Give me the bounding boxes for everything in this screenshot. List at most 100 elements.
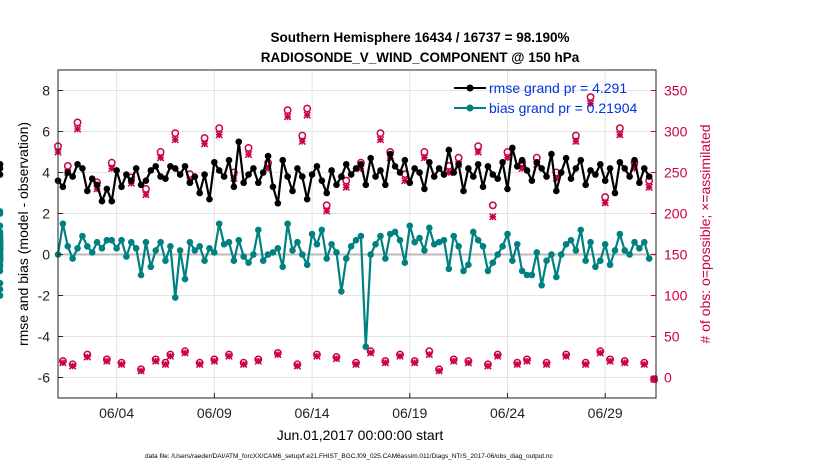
bias-point bbox=[274, 245, 282, 252]
y-axis-right-ticks: 0 50 100 150 200 250 300 350 bbox=[651, 83, 688, 386]
obs-assimilated-marker bbox=[581, 360, 590, 369]
obs-possible-marker bbox=[342, 176, 351, 185]
rmse-point bbox=[631, 156, 638, 164]
bias-point bbox=[357, 232, 365, 240]
rmse-point bbox=[347, 171, 355, 178]
obs-assimilated-marker bbox=[215, 131, 223, 139]
obs-assimilated-marker bbox=[616, 131, 624, 139]
bias-point bbox=[289, 247, 296, 254]
obs-assimilated-marker bbox=[523, 357, 531, 365]
legend-bias-label: bias grand pr = 0.21904 bbox=[489, 100, 637, 116]
rmse-point bbox=[318, 177, 326, 184]
rmse-point bbox=[382, 181, 389, 189]
bias-point bbox=[601, 240, 609, 248]
bias-point bbox=[528, 271, 536, 279]
obs-assimilated-marker bbox=[142, 190, 150, 199]
bias-point bbox=[269, 249, 277, 256]
y-right-tick-label: 250 bbox=[664, 165, 688, 181]
obs-possible-marker bbox=[488, 201, 497, 210]
obs-assimilated-marker bbox=[562, 352, 570, 360]
bias-point bbox=[211, 249, 218, 256]
rmse-point bbox=[118, 183, 125, 191]
bias-point bbox=[323, 255, 331, 262]
rmse-point bbox=[171, 165, 179, 172]
rmse-point bbox=[362, 181, 370, 189]
bias-point bbox=[445, 265, 453, 273]
rmse-point bbox=[606, 165, 614, 172]
rmse-point bbox=[69, 173, 76, 180]
rmse-point bbox=[0, 171, 4, 178]
rmse-point bbox=[557, 169, 565, 176]
legend: rmse grand pr = 4.291 bias grand pr = 0.… bbox=[454, 80, 637, 116]
obs-assimilated-marker bbox=[586, 99, 595, 108]
rmse-point bbox=[567, 175, 575, 182]
rmse-point bbox=[616, 158, 624, 166]
bias-point bbox=[206, 245, 213, 252]
obs-assimilated-marker bbox=[366, 349, 375, 357]
obs-assimilated-marker bbox=[396, 352, 404, 360]
rmse-point bbox=[640, 165, 648, 172]
rmse-point bbox=[64, 169, 72, 176]
bias-point bbox=[162, 257, 169, 264]
obs-assimilated-marker bbox=[166, 352, 175, 360]
bias-point bbox=[250, 251, 257, 258]
y-right-tick-label: 0 bbox=[664, 370, 672, 386]
obs-assimilated-marker bbox=[381, 359, 390, 367]
rmse-point bbox=[142, 177, 150, 184]
bias-point bbox=[513, 240, 521, 248]
bias-point bbox=[606, 261, 614, 269]
rmse-point bbox=[636, 179, 643, 187]
rmse-point bbox=[113, 167, 120, 174]
rmse-point bbox=[211, 158, 218, 166]
bias-point bbox=[567, 236, 575, 244]
y-left-tick-label: 4 bbox=[42, 165, 50, 181]
rmse-point bbox=[474, 161, 482, 168]
bias-point bbox=[313, 240, 321, 248]
bias-point bbox=[592, 263, 599, 271]
bias-point bbox=[259, 257, 267, 264]
obs-assimilated-marker bbox=[171, 135, 179, 144]
chart-title-line2: RADIOSONDE_V_WIND_COMPONENT @ 150 hPa bbox=[261, 50, 580, 65]
rmse-point bbox=[499, 158, 506, 166]
obs-assimilated-marker bbox=[254, 357, 263, 365]
rmse-point bbox=[264, 152, 272, 160]
bias-point bbox=[538, 281, 545, 289]
rmse-point bbox=[518, 156, 526, 164]
bias-point bbox=[196, 243, 203, 250]
rmse-point bbox=[108, 197, 116, 205]
x-tick-label: 06/09 bbox=[197, 405, 232, 421]
rmse-point bbox=[577, 156, 585, 164]
bias-point bbox=[69, 255, 76, 262]
rmse-point bbox=[406, 179, 414, 187]
rmse-point bbox=[338, 173, 345, 180]
rmse-point bbox=[132, 165, 140, 172]
bias-point bbox=[489, 259, 497, 267]
bias-point bbox=[611, 247, 619, 254]
obs-assimilated-marker bbox=[425, 350, 434, 359]
bias-point bbox=[132, 245, 140, 252]
bias-point bbox=[298, 251, 306, 258]
bias-point bbox=[406, 222, 414, 230]
obs-assimilated-marker bbox=[601, 199, 609, 207]
bias-point bbox=[479, 243, 487, 250]
bias-point bbox=[103, 236, 111, 244]
obs-assimilated-marker bbox=[322, 207, 331, 215]
obs-assimilated-marker bbox=[73, 125, 82, 133]
obs-assimilated-marker bbox=[293, 362, 302, 370]
bias-point bbox=[152, 247, 160, 254]
y-left-tick-label: -4 bbox=[38, 329, 51, 345]
obs-assimilated-marker bbox=[450, 357, 458, 365]
bias-point bbox=[215, 220, 223, 228]
bias-point bbox=[303, 261, 311, 269]
bias-point bbox=[367, 251, 374, 258]
bias-point bbox=[523, 271, 531, 279]
bias-point bbox=[191, 247, 199, 254]
rmse-point bbox=[123, 171, 130, 178]
obs-assimilated-marker bbox=[225, 352, 233, 360]
bias-point bbox=[460, 267, 467, 275]
rmse-point bbox=[377, 167, 384, 174]
rmse-series bbox=[0, 138, 653, 207]
bias-series bbox=[0, 208, 653, 351]
bias-point bbox=[557, 251, 565, 258]
